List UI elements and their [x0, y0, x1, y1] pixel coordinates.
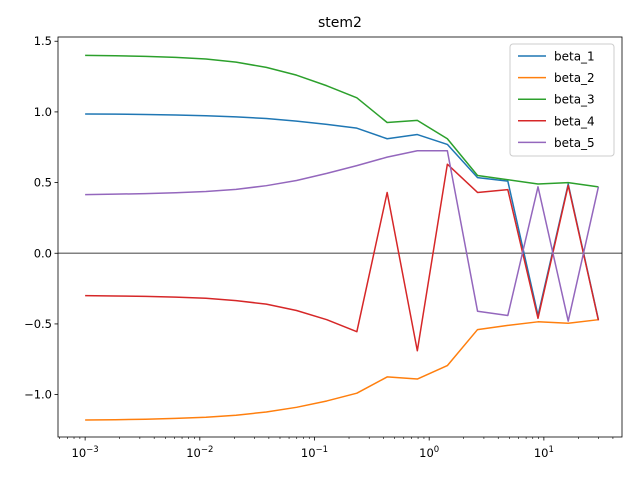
chart-title: stem2 [318, 15, 362, 31]
legend-label-beta_3: beta_3 [554, 93, 595, 107]
y-tick-label: 0.0 [34, 246, 52, 260]
legend-label-beta_1: beta_1 [554, 50, 595, 64]
series-line-beta_3 [85, 54, 599, 188]
y-tick-label: −0.5 [24, 317, 52, 331]
x-tick-label: 10−3 [72, 445, 99, 460]
axes-frame [57, 36, 623, 438]
series-line-beta_2 [85, 318, 599, 421]
legend-label-beta_2: beta_2 [554, 71, 595, 85]
legend-box [509, 43, 615, 157]
y-tick-label: −1.0 [24, 388, 52, 402]
y-tick-label: 1.0 [34, 105, 52, 119]
legend: beta_1 beta_2 beta_3 beta_4 beta_5 [509, 43, 615, 157]
series-line-beta_5 [85, 150, 600, 322]
y-tick-label: 0.5 [34, 176, 52, 190]
series-line-beta_4 [85, 163, 600, 352]
x-tick-label: 10−1 [301, 445, 328, 460]
series-line-beta_1 [85, 113, 600, 320]
x-tick-label: 10−2 [186, 445, 213, 460]
legend-label-beta_4: beta_4 [554, 114, 595, 128]
plot-area: −1.0 −0.5 0.0 0.5 1.0 1.5 10−3 10−2 10−1 100 101 [24, 34, 623, 460]
legend-label-beta_5: beta_5 [554, 136, 595, 150]
x-tick-label: 101 [534, 445, 554, 460]
x-tick-label: 100 [419, 445, 439, 460]
y-tick-label: 1.5 [34, 34, 52, 48]
